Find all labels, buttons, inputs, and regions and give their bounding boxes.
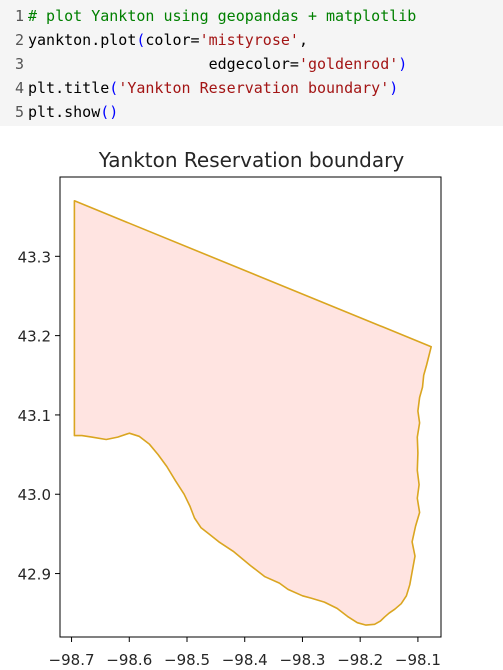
x-tick-label: −98.2 — [337, 651, 383, 669]
code-token: yankton.plot — [28, 31, 137, 49]
code-cell[interactable]: 1 # plot Yankton using geopandas + matplo… — [0, 0, 503, 126]
chart-title: Yankton Reservation boundary — [98, 148, 405, 172]
y-tick-label: 43.2 — [18, 328, 51, 346]
code-token: # plot Yankton using geopandas + matplot… — [28, 7, 417, 25]
code-token: edgecolor= — [28, 55, 299, 73]
code-token: 'goldenrod' — [298, 55, 399, 73]
line-number: 5 — [14, 103, 24, 121]
line-number: 1 — [14, 7, 24, 25]
code-token: ) — [389, 79, 399, 97]
x-tick-label: −98.1 — [395, 651, 441, 669]
code-token: () — [100, 103, 119, 121]
y-tick-label: 43.3 — [18, 248, 51, 266]
y-tick-label: 43.0 — [18, 486, 51, 504]
x-tick-label: −98.7 — [49, 651, 95, 669]
x-tick-label: −98.3 — [279, 651, 325, 669]
axes-frame — [59, 176, 442, 638]
code-token: plt.title — [28, 79, 110, 97]
line-number: 3 — [14, 55, 24, 73]
code-token: color= — [145, 31, 200, 49]
y-tick-label: 43.1 — [18, 407, 51, 425]
code-line[interactable]: 1 # plot Yankton using geopandas + matplo… — [0, 4, 416, 28]
line-number: 4 — [14, 79, 24, 97]
code-line[interactable]: 3 edgecolor='goldenrod') — [0, 52, 407, 76]
line-number: 2 — [14, 31, 24, 49]
x-tick-label: −98.6 — [106, 651, 152, 669]
code-token: ( — [109, 79, 119, 97]
code-token: 'Yankton Reservation boundary' — [118, 79, 390, 97]
code-line[interactable]: 5 plt.show() — [0, 100, 118, 124]
x-tick-label: −98.4 — [222, 651, 268, 669]
code-line[interactable]: 2 yankton.plot(color='mistyrose', — [0, 28, 308, 52]
code-token: ( — [136, 31, 146, 49]
y-tick-label: 42.9 — [18, 566, 51, 584]
code-token: ) — [398, 55, 408, 73]
code-token: , — [298, 31, 308, 49]
x-tick-label: −98.5 — [164, 651, 210, 669]
boundary-polygon — [73, 200, 433, 626]
code-token: plt.show — [28, 103, 101, 121]
code-line[interactable]: 4 plt.title('Yankton Reservation boundary… — [0, 76, 398, 100]
code-token: 'mistyrose' — [199, 31, 299, 49]
